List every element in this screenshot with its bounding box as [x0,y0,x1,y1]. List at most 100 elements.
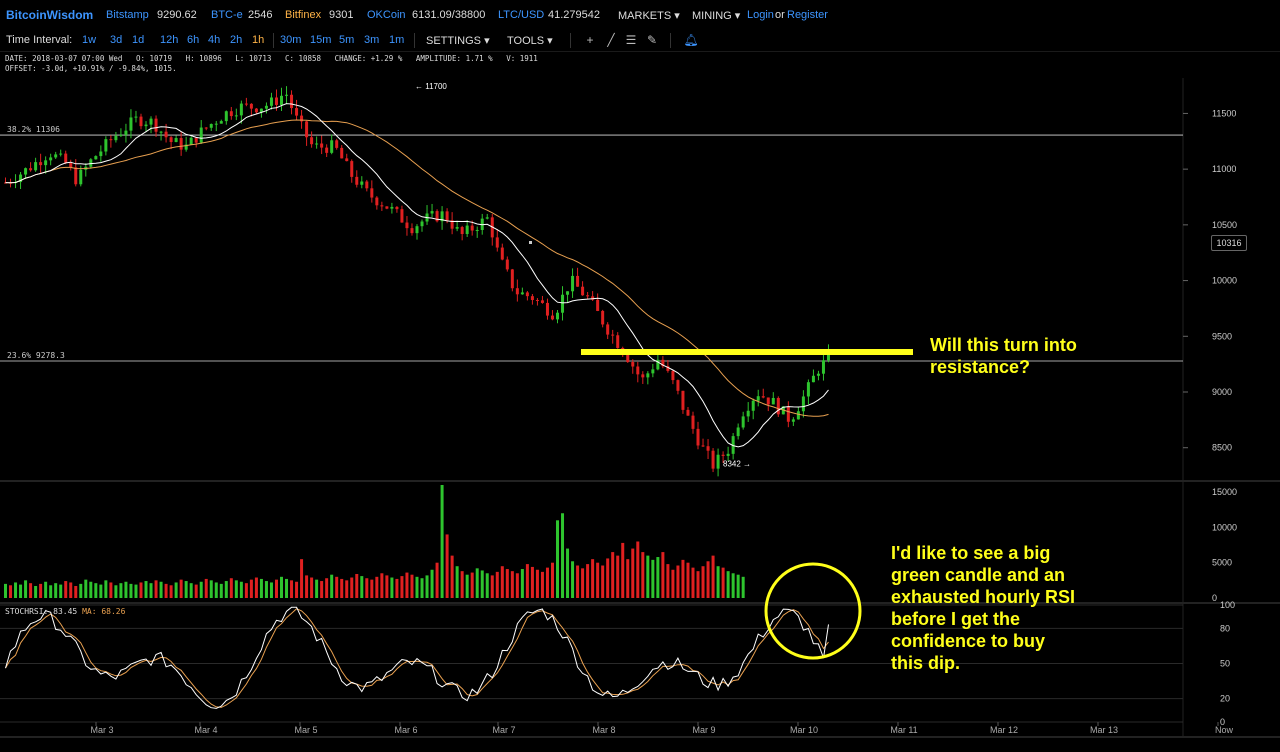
tools-menu[interactable]: TOOLS ▾ [507,35,553,47]
candle-down [505,259,509,270]
candle-down [776,397,780,415]
interval-1w[interactable]: 1w [82,34,97,46]
volume-bar [435,562,439,598]
volume-bar [94,583,98,598]
volume-bar [390,577,394,598]
volume-bar [500,566,504,598]
pen-tool-icon[interactable]: ✎ [646,33,658,47]
candle-up [264,105,268,109]
volume-bars [4,485,745,598]
stochrsi-line [5,606,829,709]
candle-up [239,103,243,116]
candle-up [269,97,273,106]
candle-up [259,108,263,113]
ticker-ltcusd-name[interactable]: LTC/USD [498,9,545,21]
candle-down [410,228,414,234]
interval-6h[interactable]: 6h [187,34,200,46]
volume-bar [726,571,730,598]
markets-menu[interactable]: MARKETS ▾ [618,10,680,22]
candle-down [204,127,208,129]
line-tool-icon[interactable]: ╱ [607,33,615,47]
login-or-text: or [775,9,785,21]
interval-12h[interactable]: 12h [160,34,179,46]
volume-bar [540,571,544,598]
brand-logo[interactable]: BitcoinWisdom [6,8,94,22]
volume-bar [465,574,469,598]
candle-down [671,370,675,381]
candle-up [234,115,238,117]
candle-up [746,410,750,417]
candle-down [676,380,680,391]
volume-bar [49,585,53,598]
volume-bar [340,578,344,598]
candle-down [139,116,143,127]
candle-up [566,291,570,295]
candle-down [576,275,580,287]
settings-menu[interactable]: SETTINGS ▾ [426,35,490,47]
volume-bar [169,585,173,598]
volume-bar [440,485,444,598]
volume-bar [184,581,188,598]
interval-4h[interactable]: 4h [208,34,221,46]
volume-bar [450,555,454,598]
ticker-bitfinex-name[interactable]: Bitfinex [285,9,322,21]
volume-bar [395,578,399,598]
interval-5m[interactable]: 5m [339,34,355,46]
stochrsi-tick-label: 100 [1220,600,1235,610]
top-ticker-bar: BitcoinWisdom Bitstamp 9290.62 BTC-e 254… [0,0,1280,31]
candle-up [816,373,820,376]
volume-bar [174,582,178,598]
volume-bar [606,558,610,598]
interval-1h[interactable]: 1h [252,34,265,46]
fib-tool-icon[interactable]: ☰ [625,33,637,47]
volume-bar [641,552,645,598]
interval-3m[interactable]: 3m [364,34,380,46]
candle-up [455,227,459,229]
mining-menu[interactable]: MINING ▾ [692,10,741,22]
interval-1d[interactable]: 1d [132,34,145,46]
candle-down [706,446,710,451]
candle-up [390,206,394,209]
volume-bar [269,582,273,598]
resistance-highlight-bar [581,349,913,355]
login-link[interactable]: Login [747,9,774,21]
ticker-bitstamp-name[interactable]: Bitstamp [106,9,149,21]
candle-down [355,176,359,185]
candle-down [274,97,278,105]
candle-down [515,288,519,295]
interval-15m[interactable]: 15m [310,34,332,46]
candle-down [169,137,173,143]
candle-down [340,147,344,159]
ticker-okcoin-name[interactable]: OKCoin [367,9,406,21]
volume-bar [124,581,128,598]
candle-up [280,95,283,105]
volume-bar [480,570,484,598]
stray-marker [529,241,532,244]
volume-bar [234,580,238,598]
volume-bar [611,552,615,598]
interval-30m[interactable]: 30m [280,34,302,46]
volume-bar [144,581,148,598]
candle-up [214,123,218,125]
volume-bar [586,564,590,598]
alarm-bell-icon[interactable]: 🔔︎ [683,33,699,47]
price-tick-label: 9500 [1212,331,1232,341]
volume-bar [576,565,580,598]
time-axis-label: Mar 11 [890,725,917,735]
crosshair-icon[interactable]: + [586,33,594,47]
current-price-badge: 10316 [1211,235,1247,251]
interval-2h[interactable]: 2h [230,34,243,46]
volume-bar [445,534,449,598]
ticker-btce-name[interactable]: BTC-e [211,9,243,21]
volume-bar [280,576,283,598]
interval-3d[interactable]: 3d [110,34,123,46]
candle-down [545,302,549,316]
candle-up [751,400,755,411]
high-price-marker: ← 11700 [415,82,447,91]
candle-up [159,131,163,133]
info-line-ohlc: DATE: 2018-03-07 07:00 Wed O: 10719 H: 1… [5,54,538,63]
register-link[interactable]: Register [787,9,828,21]
volume-tick-label: 0 [1212,593,1217,603]
interval-1m[interactable]: 1m [389,34,405,46]
